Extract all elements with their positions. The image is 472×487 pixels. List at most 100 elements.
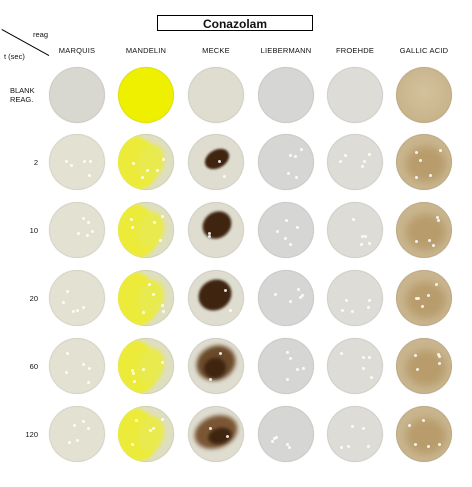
crystal-speck <box>408 423 412 427</box>
row-label-2-sec: 2 <box>33 158 38 167</box>
crystal-speck <box>414 296 418 300</box>
well-froehde-20s <box>327 270 383 326</box>
crystal-speck <box>132 380 136 384</box>
crystal-speck <box>161 309 165 313</box>
well-mandelin-120s <box>118 406 174 462</box>
crystal-speck <box>288 357 292 361</box>
crystal-speck <box>152 427 156 431</box>
well-liebermann-60s <box>258 338 314 394</box>
well-mecke-2s <box>188 134 244 190</box>
crystal-speck <box>65 351 69 355</box>
crystal-speck <box>431 244 435 248</box>
crystal-speck <box>64 370 68 374</box>
reaction-stain <box>406 146 446 182</box>
crystal-speck <box>274 436 278 440</box>
crystal-speck <box>160 361 164 365</box>
row-label-20-sec: 20 <box>29 294 38 303</box>
reaction-stain <box>197 205 237 245</box>
reaction-stain <box>406 418 446 454</box>
well-marquis-20s <box>49 270 105 326</box>
crystal-speck <box>415 176 419 180</box>
crystal-speck <box>417 297 421 301</box>
crystal-speck <box>160 418 164 422</box>
crystal-speck <box>426 445 430 449</box>
crystal-speck <box>82 160 86 164</box>
row-label-10-sec: 10 <box>29 226 38 235</box>
well-gallic-acid-2s <box>396 134 452 190</box>
crystal-speck <box>301 366 305 370</box>
crystal-speck <box>88 366 92 370</box>
crystal-speck <box>218 352 222 356</box>
crystal-speck <box>141 367 145 371</box>
crystal-speck <box>414 239 418 243</box>
crystal-speck <box>414 353 418 357</box>
well-froehde-10s <box>327 202 383 258</box>
crystal-speck <box>340 308 344 312</box>
crystal-speck <box>142 310 146 314</box>
crystal-speck <box>88 173 92 177</box>
crystal-speck <box>284 218 288 222</box>
crystal-speck <box>368 152 372 156</box>
crystal-speck <box>346 445 350 449</box>
well-mecke-120s <box>188 406 244 462</box>
well-liebermann-blank <box>258 67 314 123</box>
crystal-speck <box>82 217 86 221</box>
crystal-speck <box>361 164 365 168</box>
crystal-speck <box>422 418 426 422</box>
crystal-speck <box>77 232 81 236</box>
crystal-speck <box>147 283 151 287</box>
crystal-speck <box>436 218 440 222</box>
crystal-speck <box>229 309 233 313</box>
crystal-speck <box>161 215 165 219</box>
crystal-speck <box>296 225 300 229</box>
crystal-speck <box>369 375 373 379</box>
crystal-speck <box>296 368 300 372</box>
crystal-speck <box>437 361 441 365</box>
crystal-speck <box>364 235 368 239</box>
crystal-speck <box>288 300 292 304</box>
crystal-speck <box>217 159 221 163</box>
well-liebermann-20s <box>258 270 314 326</box>
crystal-speck <box>82 363 86 367</box>
crystal-speck <box>420 304 424 308</box>
column-label-liebermann: LIEBERMANN <box>260 46 312 55</box>
reaction-stain <box>201 144 233 174</box>
row-label-blank-reagent: BLANK REAG. <box>10 86 35 104</box>
row-label-60-sec: 60 <box>29 362 38 371</box>
well-gallic-acid-blank <box>396 67 452 123</box>
column-label-froehde: FROEHDE <box>335 46 375 55</box>
crystal-speck <box>132 372 136 376</box>
crystal-speck <box>295 175 298 179</box>
crystal-speck <box>91 230 95 234</box>
crystal-speck <box>289 154 293 158</box>
crystal-speck <box>152 293 156 297</box>
well-mecke-20s <box>188 270 244 326</box>
crystal-speck <box>428 238 432 242</box>
well-marquis-blank <box>49 67 105 123</box>
crystal-speck <box>289 243 293 247</box>
crystal-speck <box>285 442 289 446</box>
well-liebermann-2s <box>258 134 314 190</box>
well-marquis-10s <box>49 202 105 258</box>
crystal-speck <box>345 299 349 303</box>
crystal-speck <box>149 429 153 433</box>
crystal-speck <box>70 163 74 167</box>
crystal-speck <box>73 423 77 427</box>
crystal-speck <box>416 368 420 372</box>
crystal-speck <box>62 300 66 304</box>
crystal-speck <box>153 220 157 224</box>
crystal-speck <box>130 218 134 222</box>
well-froehde-2s <box>327 134 383 190</box>
crystal-speck <box>419 158 423 162</box>
crystal-speck <box>367 298 371 302</box>
well-mecke-10s <box>188 202 244 258</box>
crystal-speck <box>286 171 290 175</box>
crystal-speck <box>161 158 165 162</box>
column-label-mandelin: MANDELIN <box>125 46 167 55</box>
crystal-speck <box>340 446 344 450</box>
crystal-speck <box>285 351 289 355</box>
well-mecke-blank <box>188 67 244 123</box>
crystal-speck <box>209 377 213 381</box>
crystal-speck <box>156 168 160 172</box>
corner-reagent-label: reag <box>33 30 49 39</box>
